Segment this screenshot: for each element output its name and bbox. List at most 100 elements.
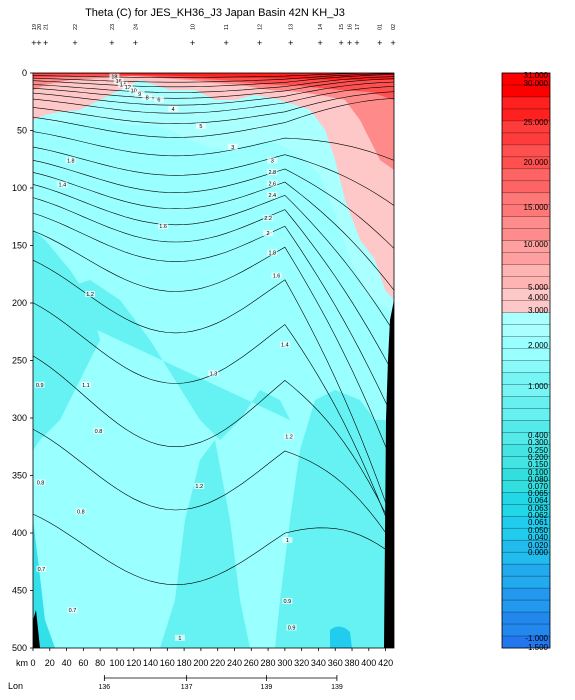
station-marker: + [338,38,343,48]
colorbar-swatch [502,324,550,337]
contour-lines [33,73,394,586]
colorbar-swatch [502,132,550,146]
colorbar-swatch [502,348,550,361]
isotherm [33,73,394,78]
x-axis: 0 20 40 60 80 100 120 140 160 180 200 220 240 260 280 3… [30,648,393,668]
contour-label-bg [267,192,278,199]
contour-label: 1.2 [285,435,293,441]
colorbar-frame [501,72,551,649]
station-label: 10 [191,24,197,30]
contour-label-bg [153,96,164,103]
fill-surface-layer [33,73,394,100]
station-marker: + [72,38,77,48]
colorbar-label: 0.200 [528,453,549,462]
isotherm [33,160,394,249]
contour-label: 1.6 [273,274,281,280]
isotherm [33,131,394,161]
station-header: 19 +20 +21 +22 +23 +24 +10 +11 +12 +13 +14 +15 +16 +1… [31,24,397,48]
colorbar-label: 0.300 [528,438,549,447]
colorbar-swatch [502,372,550,385]
colorbar-label: 31.000 [524,71,549,80]
contour-label: 2.8 [268,170,276,176]
isotherm [33,184,394,333]
isotherm [33,81,394,106]
colorbar-label: 0.062 [528,511,549,520]
station-marker: + [190,38,195,48]
x-tick-label: 40 [62,658,72,668]
colorbar-swatch [502,168,550,182]
colorbar-swatch [502,456,550,469]
colorbar-swatch [502,432,550,445]
x-tick-label: 140 [143,658,158,668]
colorbar-swatch [502,528,550,541]
colorbar-swatch [502,624,550,637]
contour-label: 3 [271,159,274,165]
x-tick-label: 60 [78,658,88,668]
colorbar-swatch [502,120,550,134]
contour-label: 1 [178,636,181,642]
contour-label: 1.3 [210,371,218,377]
colorbar-label: 3.000 [528,306,549,315]
colorbar-label: 0.061 [528,518,549,527]
colorbar-swatch [502,552,550,565]
colorbar-swatch [502,276,550,289]
x-tick-label: 260 [244,658,259,668]
contour-label: 1.2 [86,292,94,298]
colorbar-swatch [502,192,550,206]
contour-label: 6 [157,98,160,104]
contour-label-bg [122,83,133,90]
station-marker: + [43,38,48,48]
x-tick-label: 300 [277,658,292,668]
isotherm [33,86,394,114]
fill-coldest-east [330,626,352,648]
colorbar-swatch [502,396,550,409]
isotherm [33,172,394,291]
station-label: 11 [224,24,230,30]
colorbar-swatch [502,408,550,421]
isotherm [33,98,394,138]
colorbar-swatch [502,84,550,98]
station-marker: + [257,38,262,48]
contour-label: 0.7 [38,567,46,573]
colorbar-swatch [502,600,550,613]
contour-label: 0.9 [284,599,292,605]
x-tick-label: 400 [361,658,376,668]
colorbar-label: -1.000 [525,634,548,643]
isotherm [33,230,394,468]
station-marker: + [133,38,138,48]
contour-label: 18 [111,75,117,81]
contour-label: 2.4 [268,193,276,199]
fill-coldest-west [33,520,55,648]
contour-label-bg [142,94,153,101]
y-tick-label: 400 [12,528,27,538]
colorbar-swatch [502,336,550,349]
x-tick-label: 0 [30,658,35,668]
contour-label-bg [194,483,205,489]
x-tick-label: 180 [177,658,192,668]
contour-label-bg [75,508,86,515]
x-tick-label: 160 [160,658,175,668]
isotherm [33,76,394,93]
contour-label-bg [35,479,46,486]
contour-label-bg [109,73,120,80]
x-tick-label: 280 [261,658,276,668]
colorbar-swatch [502,240,550,253]
isotherm [33,259,394,526]
x-axis-label: km [16,658,28,668]
isotherm [33,146,394,206]
isotherm [33,513,394,586]
station-marker: + [31,38,36,48]
colorbar-label: 10.000 [524,240,549,249]
contour-label-bg [267,157,278,164]
contour-label-bg [117,81,128,88]
contour-label: 0.8 [95,429,103,435]
x-tick-label: 360 [328,658,343,668]
contour-label-bg [36,565,47,572]
contour-label-bg [128,87,139,94]
x-tick-label: 320 [294,658,309,668]
y-tick-label: 300 [12,413,27,423]
isotherm [33,428,394,546]
station-marker: + [354,38,359,48]
contour-label: 4 [172,107,175,113]
contour-label: 12 [125,85,131,91]
